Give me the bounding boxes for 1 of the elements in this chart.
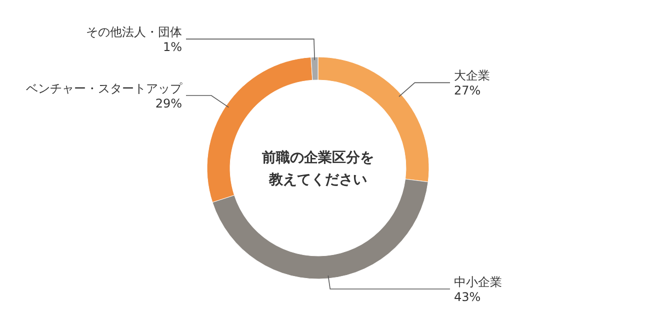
text: 前職の企業区分を教えてください: [261, 149, 374, 188]
